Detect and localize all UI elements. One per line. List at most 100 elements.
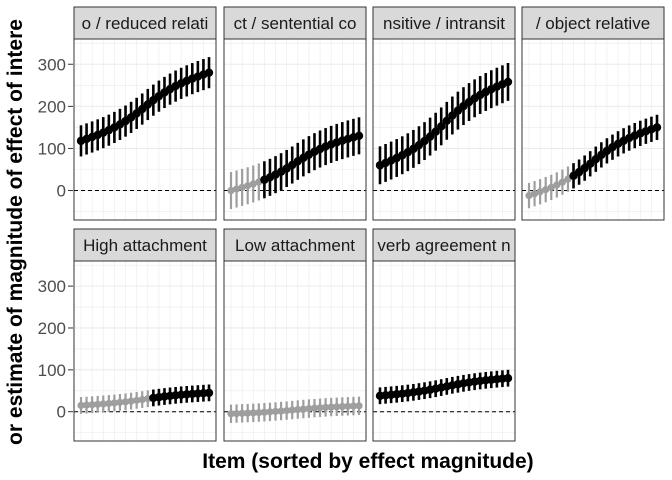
data-point <box>227 186 235 195</box>
data-point <box>116 398 124 406</box>
y-tick-label: 0 <box>57 182 66 201</box>
panels-layer: o / reduced relati ct / sentential co nsit… <box>73 6 665 442</box>
facet-strip <box>223 6 367 40</box>
data-point <box>288 406 296 414</box>
data-point <box>244 182 252 190</box>
data-point <box>344 402 352 410</box>
data-point <box>525 191 533 200</box>
facet-strip-label: ct / sentential co <box>234 14 357 33</box>
data-point <box>204 388 214 398</box>
facet-series <box>227 396 363 423</box>
facet-strip <box>372 6 516 40</box>
y-tick-label: 0 <box>57 403 66 422</box>
data-point <box>94 400 102 408</box>
data-point <box>536 188 544 196</box>
data-point <box>558 178 566 186</box>
data-point <box>255 408 263 417</box>
panel-border <box>223 260 367 442</box>
data-point <box>82 401 91 409</box>
panel-grid <box>373 39 515 220</box>
data-point <box>333 403 341 411</box>
data-point <box>355 402 363 410</box>
facet-panel: verb agreement n <box>372 228 516 442</box>
data-point <box>586 159 595 168</box>
y-tick-label: 300 <box>38 277 66 296</box>
panel-background <box>224 39 366 220</box>
data-point <box>294 405 302 414</box>
facet-strip-label: Low attachment <box>235 236 355 255</box>
data-point <box>110 399 118 407</box>
data-point <box>232 185 241 193</box>
data-point <box>349 402 358 410</box>
facet-strip-label: o / reduced relati <box>82 14 209 33</box>
facet-panel: / object relative <box>521 6 665 221</box>
facet-series <box>77 384 214 414</box>
panel-background <box>74 261 216 441</box>
data-point <box>133 396 141 404</box>
panel-border <box>372 38 516 221</box>
data-point <box>99 400 107 408</box>
panel-background <box>373 261 515 441</box>
data-point <box>238 183 246 192</box>
data-point <box>425 132 435 141</box>
data-point <box>299 405 307 413</box>
data-point <box>437 122 446 131</box>
facet-series <box>375 369 513 405</box>
data-point <box>503 374 513 383</box>
data-point <box>316 404 324 412</box>
facet-strip <box>223 228 367 262</box>
facet-panel: ct / sentential co <box>223 6 367 221</box>
data-point <box>138 395 146 404</box>
facet-strip <box>372 228 516 262</box>
facet-strip <box>73 6 217 40</box>
facet-strip-label: High attachment <box>83 236 207 255</box>
y-tick-label: 200 <box>38 319 66 338</box>
facet-series <box>227 117 364 210</box>
facet-series <box>525 114 662 209</box>
data-point <box>204 68 214 77</box>
panel-border <box>73 38 217 221</box>
panel-background <box>74 39 216 220</box>
data-point <box>244 409 252 417</box>
data-point <box>88 401 96 409</box>
data-point <box>138 104 147 114</box>
data-point <box>271 407 280 416</box>
facet-strip-label: nsitive / intransit <box>383 14 505 33</box>
data-point <box>249 409 257 417</box>
data-point <box>553 181 561 189</box>
data-point <box>354 131 364 141</box>
facet-series <box>375 62 513 185</box>
data-point <box>227 410 235 418</box>
data-point <box>530 190 539 198</box>
data-point <box>327 403 335 411</box>
data-point <box>127 397 135 405</box>
y-tick-label: 300 <box>38 55 66 74</box>
data-point <box>338 402 346 411</box>
data-point <box>503 77 513 87</box>
data-point <box>305 404 313 413</box>
data-point <box>442 116 451 126</box>
facet-panel: o / reduced relati <box>73 6 217 221</box>
data-point <box>652 123 662 132</box>
data-point <box>322 403 330 412</box>
panel-border <box>223 38 367 221</box>
facet-series <box>76 57 214 157</box>
facet-panel: Low attachment <box>223 228 367 442</box>
y-axis-layer: 0 100 200 300 0 100 200 300 <box>38 55 73 422</box>
data-point <box>121 398 130 406</box>
data-point <box>420 136 429 146</box>
data-point <box>238 409 246 417</box>
facet-strip-label: / object relative <box>536 14 650 33</box>
data-point <box>277 407 285 415</box>
data-point <box>431 127 440 136</box>
data-point <box>310 404 319 412</box>
panel-border <box>73 260 217 442</box>
y-axis-title: or estimate of magnitude of effect of in… <box>4 19 27 445</box>
data-point <box>260 408 268 416</box>
facet-strip-label: verb agreement n <box>377 236 510 255</box>
data-point <box>547 183 555 191</box>
panel-border <box>372 260 516 442</box>
data-point <box>542 186 550 194</box>
facet-panel: nsitive / intransit <box>372 6 516 221</box>
facet-panel: High attachment <box>73 228 217 442</box>
